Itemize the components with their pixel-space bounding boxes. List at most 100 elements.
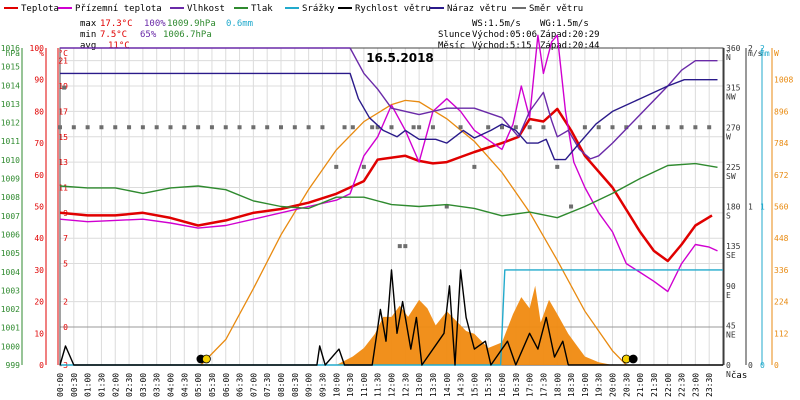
- x-tick-label: 14:00: [443, 373, 452, 397]
- x-tick-label: 22:30: [678, 373, 687, 397]
- temperature-tick: 13: [58, 158, 68, 167]
- info-moonrise: Východ:5:15: [472, 41, 532, 51]
- wind-dir-point: [638, 125, 643, 130]
- info-ws: WS:1.5m/s: [472, 19, 521, 29]
- precip-tick: 1: [760, 203, 765, 212]
- stat-max-label: max: [80, 19, 97, 29]
- series-line-přízemní-teplota: [59, 34, 718, 293]
- temperature-tick: 11: [58, 183, 68, 192]
- wind-speed-tick: 2: [748, 44, 753, 53]
- x-tick-label: 01:00: [84, 373, 93, 397]
- x-axis-ticks: 00:00 00:30 01:00 01:30 02:00 02:30 03:00 03:30…: [56, 373, 714, 397]
- pressure-tick: 1009: [1, 175, 20, 184]
- pressure-tick: 1015: [1, 63, 20, 72]
- humidity-tick: 30: [34, 266, 44, 275]
- wind-dir-tick: 0: [726, 361, 731, 370]
- legend: Teplota Přízemní teplota Vlhkost Tlak Srážky…: [4, 4, 583, 14]
- x-tick-label: 05:00: [194, 373, 203, 397]
- x-tick-label: 06:00: [222, 373, 231, 397]
- wind-dir-point: [182, 125, 187, 130]
- stat-min-hum: 65%: [140, 30, 157, 40]
- wind-speed-tick: 1: [748, 203, 753, 212]
- x-tick-label: 14:30: [457, 373, 466, 397]
- x-tick-label: 09:30: [318, 373, 327, 397]
- solar-tick: 1008: [774, 76, 793, 85]
- chart-title: 16.5.2018: [366, 51, 434, 65]
- stat-max-press: 1009.9hPa: [167, 19, 216, 29]
- wind-dir-point: [513, 125, 518, 130]
- pressure-tick: 1001: [1, 324, 20, 333]
- wind-dir-point: [569, 204, 574, 209]
- plot-area: [58, 34, 723, 366]
- wind-dir-point: [71, 125, 76, 130]
- wind-dir-dir-label: N: [726, 370, 731, 379]
- wind-dir-point: [411, 125, 416, 130]
- wind-dir-point: [209, 125, 214, 130]
- wind-dir-point: [127, 125, 132, 130]
- info-sunrise: Východ:05:06: [472, 30, 537, 40]
- pressure-tick: 1010: [1, 156, 20, 165]
- x-tick-label: 06:30: [236, 373, 245, 397]
- pressure-tick: 1004: [1, 268, 20, 277]
- x-tick-label: 23:00: [691, 373, 700, 397]
- sun-moon-marker: [202, 354, 211, 364]
- legend-label: Směr větru: [529, 4, 583, 14]
- temperature-tick: 5: [63, 260, 68, 269]
- x-tick-label: 00:30: [70, 373, 79, 397]
- humidity-tick: 20: [34, 298, 44, 307]
- x-tick-label: 19:00: [581, 373, 590, 397]
- x-tick-label: 05:30: [208, 373, 217, 397]
- temperature-tick: 15: [58, 133, 68, 142]
- solar-radiation-area: [60, 285, 723, 365]
- solar-tick: 0: [774, 361, 779, 370]
- solar-tick: 224: [774, 298, 789, 307]
- x-axis-label: čas: [731, 370, 747, 381]
- sun-curve-line: [200, 99, 627, 366]
- stat-min-label: min: [80, 30, 96, 40]
- wind-dir-axis-unit: °: [726, 49, 731, 58]
- wind-dir-point: [370, 125, 375, 130]
- wind-dir-point: [610, 125, 615, 130]
- wind-dir-point: [196, 125, 201, 130]
- x-tick-label: 15:30: [484, 373, 493, 397]
- axes: hPa9991000100110021003100410051006100710…: [1, 44, 794, 379]
- x-tick-label: 19:30: [595, 373, 604, 397]
- wind-dir-point: [582, 125, 587, 130]
- x-tick-label: 16:00: [498, 373, 507, 397]
- wind-dir-dir-label: E: [726, 291, 731, 300]
- x-tick-label: 04:00: [167, 373, 176, 397]
- x-tick-label: 18:00: [553, 373, 562, 397]
- stats-panel: max 17.3°C 100% 1009.9hPa 0.6mm min 7.5°…: [80, 19, 253, 51]
- solar-tick: 560: [774, 203, 789, 212]
- x-tick-label: 11:30: [374, 373, 383, 397]
- temperature-tick: 21: [58, 57, 68, 66]
- stat-max-temp: 17.3°C: [100, 19, 133, 29]
- wind-dir-point: [223, 125, 228, 130]
- wind-dir-point: [251, 125, 256, 130]
- x-tick-label: 20:00: [609, 373, 618, 397]
- wind-dir-point: [555, 164, 560, 169]
- wind-dir-dir-label: NW: [726, 93, 736, 102]
- series-line-tlak: [59, 162, 718, 219]
- wind-dir-point: [389, 125, 394, 130]
- wind-dir-point: [693, 125, 698, 130]
- legend-label: Vlhkost: [187, 4, 225, 14]
- legend-label: Srážky: [302, 4, 335, 14]
- x-tick-label: 16:30: [512, 373, 521, 397]
- x-tick-label: 03:30: [153, 373, 162, 397]
- wind-dir-point: [279, 125, 283, 130]
- wind-dir-point: [430, 125, 435, 130]
- solar-tick: 112: [774, 329, 789, 338]
- wind-dir-point: [62, 85, 67, 90]
- wind-dir-point: [292, 125, 297, 130]
- wind-dir-point: [527, 125, 532, 130]
- x-tick-label: 08:30: [291, 373, 300, 397]
- sun-moon-marker: [628, 354, 638, 364]
- x-tick-label: 08:00: [277, 373, 286, 397]
- series-line-teplota: [59, 107, 713, 263]
- x-tick-label: 12:00: [388, 373, 397, 397]
- wind-dir-point: [361, 164, 366, 169]
- wind-dir-tick: 315: [726, 84, 741, 93]
- wind-dir-dir-label: NE: [726, 330, 736, 339]
